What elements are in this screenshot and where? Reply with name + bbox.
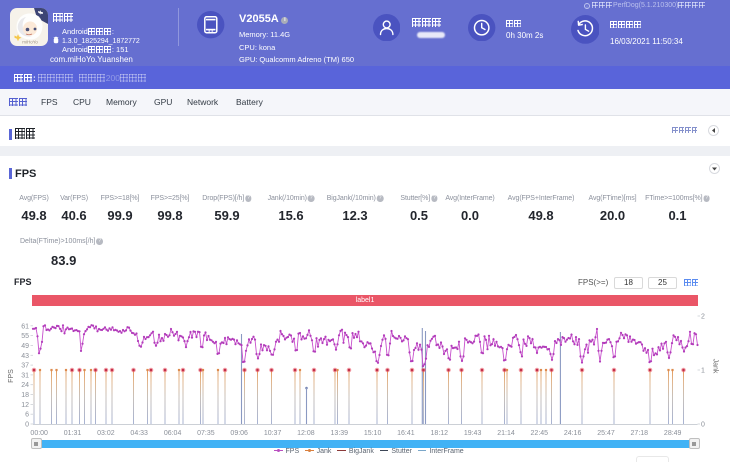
svg-text:15:10: 15:10 (364, 430, 382, 437)
svg-text:Jank: Jank (712, 359, 719, 374)
svg-text:10:37: 10:37 (264, 430, 282, 437)
svg-text:27:18: 27:18 (631, 430, 649, 437)
svg-text:06:04: 06:04 (164, 430, 182, 437)
svg-text:FPS: FPS (8, 369, 15, 383)
svg-text:24: 24 (21, 382, 29, 389)
svg-text:1: 1 (701, 368, 705, 375)
svg-text:0: 0 (701, 422, 705, 429)
svg-text:12:08: 12:08 (297, 430, 315, 437)
svg-text:04:33: 04:33 (130, 430, 148, 437)
svg-text:37: 37 (21, 363, 29, 370)
svg-text:09:06: 09:06 (230, 430, 248, 437)
svg-text:2: 2 (701, 314, 705, 321)
svg-text:0: 0 (25, 422, 29, 429)
svg-text:12: 12 (21, 402, 29, 409)
svg-text:28:49: 28:49 (664, 430, 682, 437)
svg-text:24:16: 24:16 (564, 430, 582, 437)
svg-text:49: 49 (21, 343, 29, 350)
svg-text:miHoYo: miHoYo (22, 40, 38, 45)
svg-text:18:12: 18:12 (431, 430, 449, 437)
svg-text:43: 43 (21, 353, 29, 360)
svg-text:01:31: 01:31 (64, 430, 82, 437)
svg-text:31: 31 (21, 372, 29, 379)
svg-text:19:43: 19:43 (464, 430, 482, 437)
svg-text:07:35: 07:35 (197, 430, 215, 437)
svg-text:25:47: 25:47 (597, 430, 615, 437)
svg-text:13:39: 13:39 (331, 430, 349, 437)
svg-text:00:00: 00:00 (30, 430, 48, 437)
svg-text:21:14: 21:14 (497, 430, 515, 437)
svg-text:55: 55 (21, 333, 29, 340)
svg-text:22:45: 22:45 (531, 430, 549, 437)
svg-text:16:41: 16:41 (397, 430, 415, 437)
svg-text:03:02: 03:02 (97, 430, 115, 437)
svg-text:18: 18 (21, 392, 29, 399)
svg-text:61: 61 (21, 323, 29, 330)
svg-text:6: 6 (25, 412, 29, 419)
